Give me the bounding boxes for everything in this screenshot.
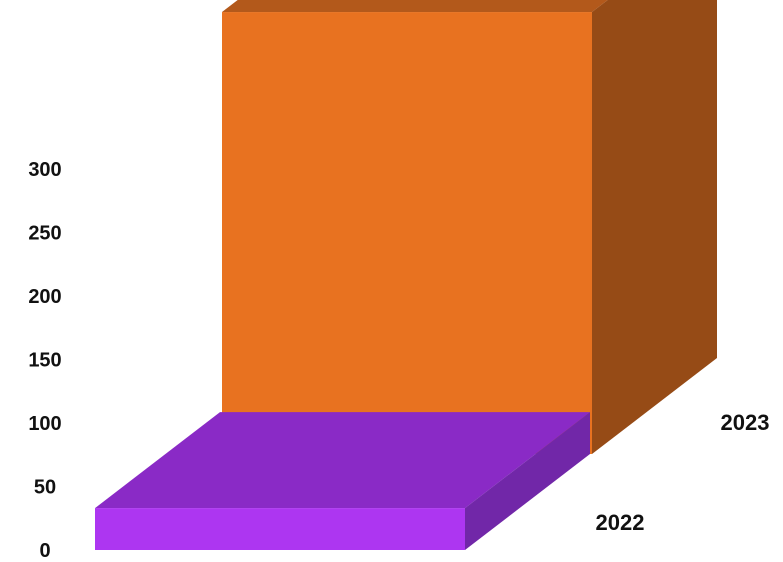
bar-front-face xyxy=(222,12,592,454)
bars xyxy=(95,0,717,550)
bar-top-face xyxy=(222,0,608,13)
y-tick-label: 50 xyxy=(34,477,56,499)
bar-side-face xyxy=(465,412,590,550)
y-axis: 0 50 100 150 200 250 300 xyxy=(28,159,61,562)
y-tick-label: 300 xyxy=(28,159,61,181)
bar-2022 xyxy=(95,412,590,550)
y-tick-label: 150 xyxy=(28,350,61,372)
y-tick-label: 100 xyxy=(28,413,61,435)
bar-2023 xyxy=(222,0,717,454)
bar-front-face xyxy=(95,508,465,550)
x-category-label: 2023 xyxy=(721,410,770,435)
x-axis: 2022 2023 xyxy=(596,410,770,535)
bar-side-face xyxy=(592,0,717,454)
y-tick-label: 250 xyxy=(28,223,61,245)
y-tick-label: 0 xyxy=(39,540,50,562)
y-tick-label: 200 xyxy=(28,286,61,308)
bar-top-face xyxy=(95,412,590,509)
x-category-label: 2022 xyxy=(596,510,645,535)
